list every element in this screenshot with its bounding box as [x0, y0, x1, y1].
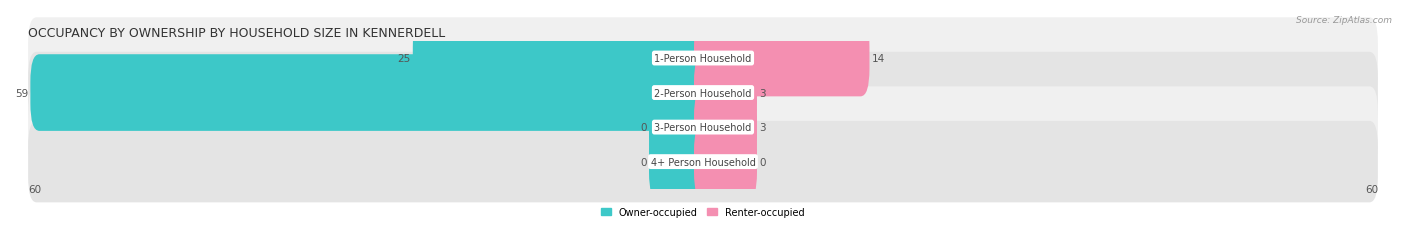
Text: 2-Person Household: 2-Person Household — [654, 88, 752, 98]
FancyBboxPatch shape — [650, 124, 711, 200]
Text: 60: 60 — [1365, 184, 1378, 194]
Text: 59: 59 — [15, 88, 28, 98]
Text: 3: 3 — [759, 123, 766, 133]
Legend: Owner-occupied, Renter-occupied: Owner-occupied, Renter-occupied — [602, 207, 804, 217]
FancyBboxPatch shape — [650, 89, 711, 166]
Text: 25: 25 — [398, 54, 411, 64]
Text: 0: 0 — [640, 157, 647, 167]
FancyBboxPatch shape — [695, 89, 756, 166]
Text: OCCUPANCY BY OWNERSHIP BY HOUSEHOLD SIZE IN KENNERDELL: OCCUPANCY BY OWNERSHIP BY HOUSEHOLD SIZE… — [28, 27, 446, 40]
Text: 4+ Person Household: 4+ Person Household — [651, 157, 755, 167]
FancyBboxPatch shape — [28, 87, 1378, 168]
Text: 0: 0 — [759, 157, 766, 167]
FancyBboxPatch shape — [28, 121, 1378, 203]
Text: 3: 3 — [759, 88, 766, 98]
FancyBboxPatch shape — [695, 55, 756, 131]
FancyBboxPatch shape — [28, 18, 1378, 99]
FancyBboxPatch shape — [28, 53, 1378, 134]
FancyBboxPatch shape — [695, 124, 756, 200]
Text: 1-Person Household: 1-Person Household — [654, 54, 752, 64]
Text: 14: 14 — [872, 54, 884, 64]
Text: Source: ZipAtlas.com: Source: ZipAtlas.com — [1296, 16, 1392, 25]
Text: 60: 60 — [28, 184, 41, 194]
FancyBboxPatch shape — [413, 21, 711, 97]
FancyBboxPatch shape — [695, 21, 869, 97]
FancyBboxPatch shape — [31, 55, 711, 131]
Text: 3-Person Household: 3-Person Household — [654, 123, 752, 133]
Text: 0: 0 — [640, 123, 647, 133]
